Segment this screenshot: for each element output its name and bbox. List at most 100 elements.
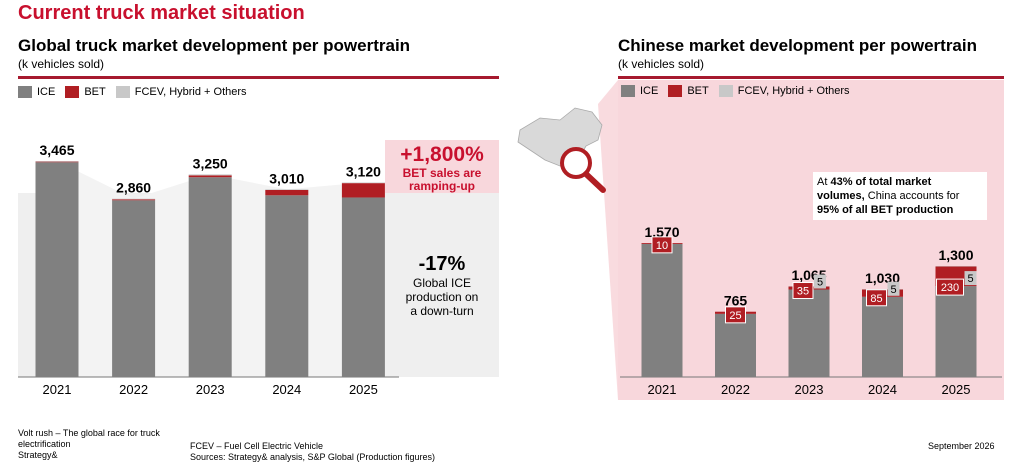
ice-decline-callout: -17% Global ICE production on a down-tur… [385,253,499,318]
legend-swatch-bet [65,86,80,98]
legend-item-bet: BET [65,86,106,98]
left-chart-bars: 3,465 2021 2,860 2022 3,250 2023 3,010 2024 3,12… [35,142,385,397]
footer-source: Volt rush – The global race for truck el… [18,428,160,461]
bar-segment-bet-2024 [265,189,309,196]
bar-segment-bet-2022 [112,199,156,201]
footer-sources: Sources: Strategy& analysis, S&P Global … [190,452,435,462]
bet-value-box-2025 [936,278,964,296]
china-callout-2a: volumes, [817,190,865,202]
bar-segment-ice-2024 [265,195,309,377]
footer-brand: Strategy& [18,450,58,460]
bar-segment-ice-2025 [341,197,385,377]
total-label-2025: 3,120 [346,164,381,180]
bar-segment-fcev-hybrid-others-2023 [188,174,232,176]
bet-growth-panel [385,140,499,193]
category-label-2021: 2021 [648,382,677,397]
total-label-2025: 1,300 [938,247,973,263]
bar-segment-ice-2021 [641,243,683,377]
right-chart-subtitle: (k vehicles sold) [618,57,705,71]
bar-segment-fcev-hybrid-others-2025 [341,182,385,184]
legend-item-bet: BET [668,85,709,97]
bar-segment-ice-2023 [788,289,830,377]
bar-segment-ice-2024 [862,296,903,377]
china-callout-1a: At [817,176,831,188]
total-label-2022: 765 [724,293,748,309]
legend-label-ice: ICE [37,86,56,98]
ice-decline-text-1: Global ICE [412,276,472,290]
left-chart-subtitle: (k vehicles sold) [18,57,105,71]
other-value-label-2023: 5 [817,277,823,289]
bar-segment-fcev-hybrid-others-2022 [112,198,156,200]
footer-date: September 2026 [928,441,995,451]
legend-swatch-other [718,85,733,97]
ice-decline-value: -17% [418,253,466,275]
bet-value-label-2023: 35 [797,286,809,298]
legend-label-bet: BET [84,86,106,98]
bar-segment-ice-2022 [112,200,156,377]
category-label-2024: 2024 [868,382,897,397]
other-value-box-2024 [887,281,900,296]
legend-swatch-ice [621,85,635,97]
china-callout-1b: 43% of total market [830,176,932,188]
bet-growth-text-1: BET sales are [402,166,482,180]
bet-value-box-2023 [792,282,814,300]
legend-item-other: FCEV, Hybrid + Others [718,85,850,97]
total-label-2021: 3,465 [39,142,74,158]
other-value-label-2024: 5 [890,284,896,296]
magnifier-icon [560,147,606,193]
ice-decline-text-2: production on [405,290,479,304]
legend-item-ice: ICE [18,86,55,98]
category-label-2021: 2021 [43,382,72,397]
bar-segment-fcev-hybrid-others-2021 [35,161,79,162]
footer-notes: FCEV – Fuel Cell Electric Vehicle Source… [190,441,435,463]
ice-decline-text-3: a down-turn [410,304,474,318]
bet-value-label-2024: 85 [870,293,882,305]
left-chart-title: Global truck market development per powe… [18,36,411,55]
legend-swatch-bet [668,85,683,97]
bar-segment-bet-2025 [341,183,385,198]
left-title-rule [18,76,499,79]
right-legend: ICE BET FCEV, Hybrid + Others [621,85,860,97]
category-label-2023: 2023 [196,382,225,397]
category-label-2022: 2022 [721,382,750,397]
footer-source-1: Volt rush – The global race for truck [18,428,160,438]
legend-item-ice: ICE [621,85,658,97]
category-label-2023: 2023 [795,382,824,397]
other-value-box-2025 [964,271,977,286]
bar-segment-bet-2023 [188,175,232,178]
total-label-2021: 1,570 [644,224,679,240]
bar-segment-ice-2025 [935,286,977,377]
bar-segment-ice-2023 [188,177,232,377]
page-title: Current truck market situation [18,2,305,24]
category-label-2024: 2024 [272,382,301,397]
legend-item-other: FCEV, Hybrid + Others [115,86,247,98]
bet-value-box-2022 [725,306,746,324]
china-callout-2b: China accounts for [864,190,960,202]
bar-segment-ice-2022 [715,313,756,377]
bar-segment-fcev-hybrid-others-2024 [265,189,309,190]
bet-value-box-2021 [651,236,673,254]
china-zoom-panel [618,80,1004,400]
right-title-rule [618,76,1004,79]
bar-segment-bet-2021 [35,161,79,163]
china-share-callout: At 43% of total market volumes, China ac… [813,172,987,220]
bet-value-label-2021: 10 [656,240,668,252]
legend-label-other: FCEV, Hybrid + Others [134,86,247,98]
left-legend: ICE BET FCEV, Hybrid + Others [18,86,257,98]
zoom-wedge [598,80,618,400]
legend-label-ice: ICE [640,85,659,97]
other-value-box-2023 [814,274,826,289]
other-value-label-2025: 5 [967,273,973,285]
legend-label-other: FCEV, Hybrid + Others [737,85,850,97]
bet-growth-callout: +1,800% BET sales are ramping-up [385,143,499,193]
right-chart-title: Chinese market development per powertrai… [618,36,977,55]
bet-growth-text-2: ramping-up [409,179,475,193]
footer-note: FCEV – Fuel Cell Electric Vehicle [190,441,324,451]
footer-source-2: electrification [18,439,71,449]
legend-swatch-other [115,86,130,98]
total-label-2022: 2,860 [116,180,151,196]
total-label-2024: 3,010 [269,170,304,186]
bar-segment-ice-2021 [35,162,79,377]
